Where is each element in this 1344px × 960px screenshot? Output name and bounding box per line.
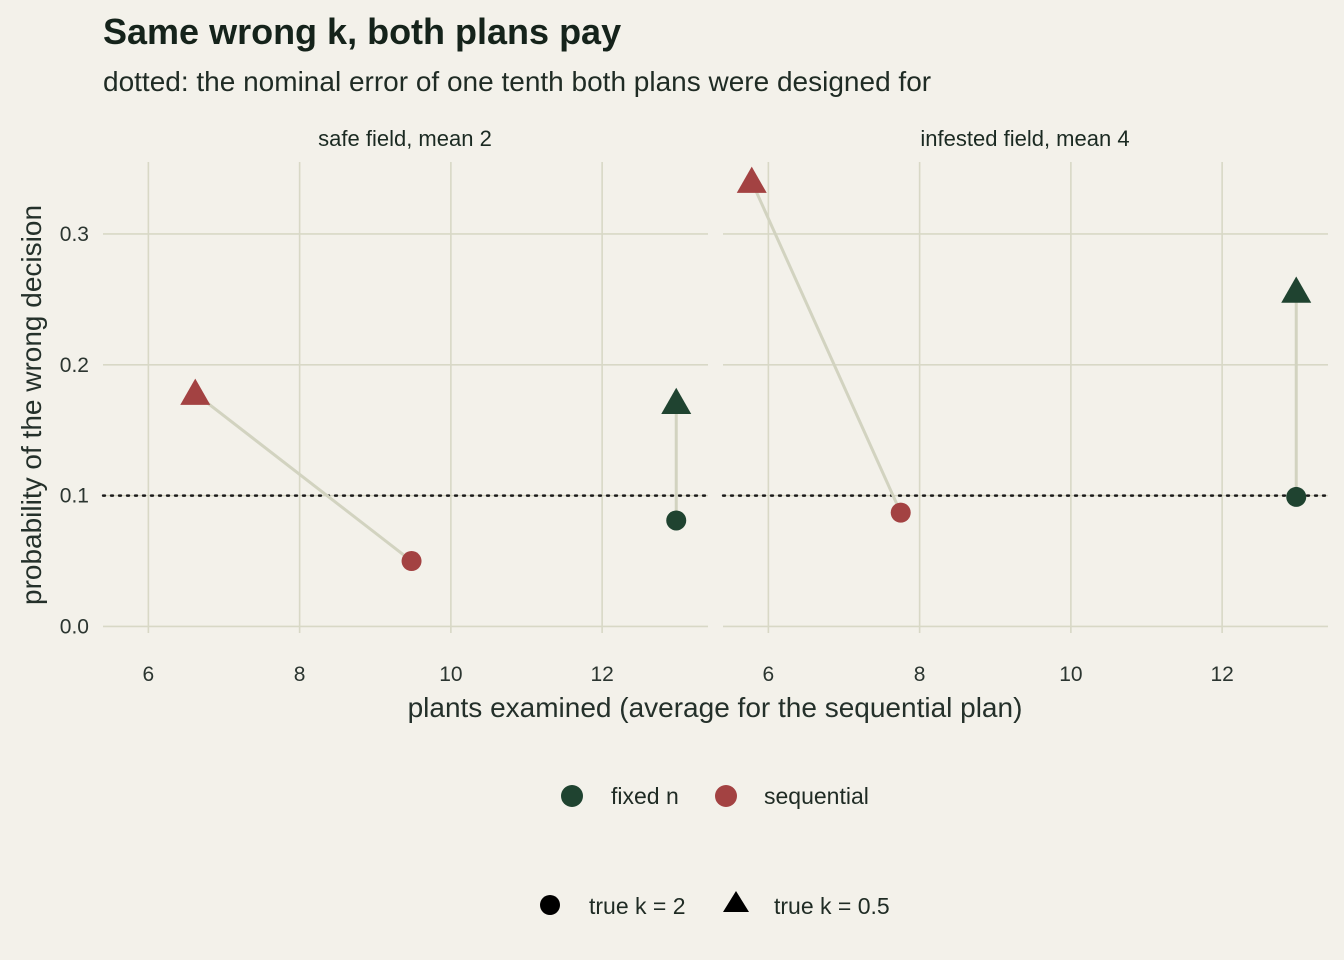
y-axis: 0.0 0.1 0.2 0.3 (60, 223, 89, 638)
point-circle-fixed-n (1286, 486, 1307, 507)
point-circle-sequential (401, 551, 422, 572)
legend-true-k: true k = 2 true k = 0.5 (540, 891, 890, 919)
gridlines (723, 162, 1328, 633)
y-tick-label: 0.2 (60, 354, 89, 377)
panel-infested-field: infested field, mean 4 6 8 10 12 (721, 126, 1330, 686)
connector-line-sequential (750, 181, 903, 514)
y-tick-label: 0.0 (60, 615, 89, 638)
y-tick-label: 0.3 (60, 223, 89, 246)
x-tick-label: 8 (294, 663, 306, 686)
point-circle-sequential (890, 502, 911, 523)
legend-swatch-circle (540, 895, 560, 915)
legend-swatch-triangle (723, 891, 749, 912)
legend-label-fixed-n: fixed n (611, 783, 679, 809)
x-tick-label: 6 (763, 663, 775, 686)
legend-swatch-fixed-n (561, 785, 583, 807)
x-tick-label: 12 (590, 663, 613, 686)
x-axis-title: plants examined (average for the sequent… (408, 692, 1023, 723)
legend-label-sequential: sequential (764, 783, 869, 809)
connector-line-sequential (194, 392, 413, 563)
x-tick-label: 10 (1059, 663, 1082, 686)
point-triangle-sequential (180, 378, 211, 405)
y-axis-title: probability of the wrong decision (16, 205, 47, 605)
x-tick-label: 6 (143, 663, 155, 686)
panel-label-safe-field: safe field, mean 2 (318, 126, 492, 151)
point-triangle-sequential (736, 166, 767, 193)
point-triangle-fixed-n (661, 387, 692, 414)
chart-subtitle: dotted: the nominal error of one tenth b… (103, 66, 931, 97)
legend-label-k05: true k = 0.5 (774, 893, 890, 919)
panel-label-infested-field: infested field, mean 4 (920, 126, 1129, 151)
point-triangle-fixed-n (1281, 276, 1312, 303)
legend-label-k2: true k = 2 (589, 893, 686, 919)
panel-safe-field: safe field, mean 2 6 8 10 12 (101, 126, 710, 686)
point-circle-fixed-n (666, 510, 687, 531)
x-tick-label: 12 (1210, 663, 1233, 686)
gridlines (103, 162, 708, 633)
x-tick-label: 10 (439, 663, 462, 686)
y-tick-label: 0.1 (60, 485, 89, 508)
chart-title: Same wrong k, both plans pay (103, 11, 621, 52)
x-tick-label: 8 (914, 663, 926, 686)
legend-swatch-sequential (715, 785, 737, 807)
legend-plan: fixed n sequential (561, 783, 869, 809)
